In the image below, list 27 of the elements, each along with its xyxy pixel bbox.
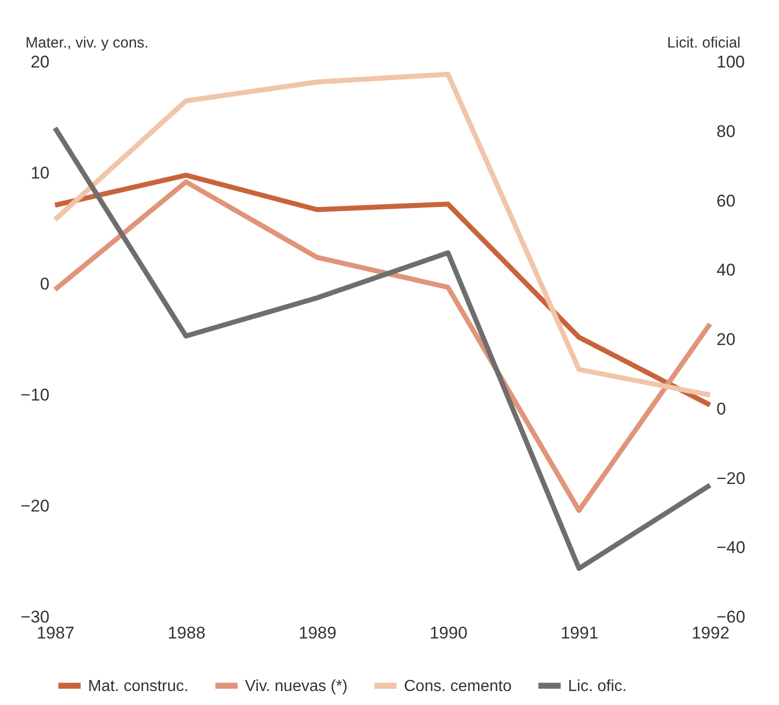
y-axis-title: Mater., viv. y cons. — [26, 34, 149, 52]
x-tick-label: 1992 — [692, 624, 730, 642]
y2-tick-label: 60 — [716, 191, 736, 210]
y2-tick-label: 80 — [716, 122, 736, 141]
y-tick-label: −20 — [20, 496, 50, 516]
y2-tick-label: 0 — [716, 399, 726, 418]
y-tick-label: 20 — [30, 52, 50, 72]
y2-axis-title: Licit. oficial — [667, 34, 740, 52]
y2-tick-label: 100 — [716, 52, 745, 72]
legend-label: Mat. construc. — [88, 678, 188, 695]
y2-tick-label: −20 — [716, 468, 746, 488]
y-tick-label: −10 — [20, 386, 50, 404]
x-tick-label: 1989 — [298, 624, 336, 642]
y2-tick-label: 40 — [716, 260, 736, 280]
y2-tick-label: −40 — [716, 538, 746, 558]
y2-tick-label: −60 — [716, 608, 746, 626]
y2-tick-label: 20 — [716, 330, 736, 349]
x-tick-label: 1991 — [560, 624, 598, 642]
y-tick-label: 0 — [40, 274, 50, 294]
x-tick-label: 1987 — [36, 624, 74, 642]
legend-label: Lic. ofic. — [568, 678, 627, 695]
y-tick-label: 10 — [30, 164, 50, 182]
y-tick-label: −30 — [20, 608, 50, 626]
x-tick-label: 1988 — [168, 624, 206, 642]
x-tick-label: 1990 — [430, 624, 468, 642]
legend-label: Cons. cemento — [404, 678, 512, 695]
legend-label: Viv. nuevas (*) — [245, 678, 348, 695]
